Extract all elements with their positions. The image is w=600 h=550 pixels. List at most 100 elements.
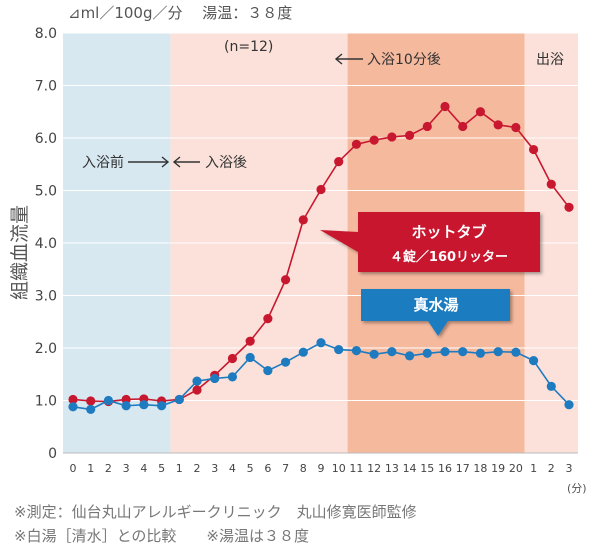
x-tick-label: 4 <box>140 462 147 475</box>
y-tick-label: 7.0 <box>35 79 57 95</box>
data-point <box>369 349 379 359</box>
data-point <box>156 401 167 411</box>
x-axis-unit: (分) <box>567 482 587 495</box>
x-tick-label: 10 <box>332 462 346 475</box>
y-tick-label: 2.0 <box>35 341 57 357</box>
data-point <box>245 336 255 346</box>
x-tick-label: 3 <box>123 462 130 475</box>
y-tick-label: 4.0 <box>35 236 57 252</box>
x-tick-label: 16 <box>438 462 452 475</box>
data-point <box>458 347 468 357</box>
callout-plain-water <box>361 289 510 336</box>
x-tick-label: 9 <box>318 462 325 475</box>
footnote-comparison: ※白湯［清水］との比較 ※湯温は３８度 <box>14 527 309 545</box>
data-point <box>227 353 238 364</box>
data-point <box>511 122 521 133</box>
data-point <box>387 132 397 142</box>
data-point <box>546 179 556 189</box>
arrow-left-after-10min <box>334 53 363 65</box>
data-point <box>121 394 131 405</box>
x-tick-label: 11 <box>349 462 363 475</box>
data-point <box>139 400 149 410</box>
data-point <box>387 347 397 357</box>
data-point <box>546 381 556 391</box>
x-tick-label: 2 <box>548 462 555 475</box>
phase-label-before: 入浴前 <box>82 154 124 171</box>
data-point <box>440 347 450 357</box>
x-tick-label: 8 <box>300 462 307 475</box>
data-point <box>68 402 78 412</box>
x-tick-label: 18 <box>473 462 487 475</box>
x-tick-label: 19 <box>491 462 505 475</box>
y-axis-label: 組織血流量 <box>9 205 31 300</box>
y-tick-label: 6.0 <box>35 131 57 147</box>
y-tick-label: 1.0 <box>35 394 57 410</box>
data-point <box>334 157 344 167</box>
phase-label-exit: 出浴 <box>536 52 564 68</box>
x-tick-label: 17 <box>456 462 470 475</box>
x-tick-label: 12 <box>367 462 381 475</box>
y-tick-label: 8.0 <box>35 26 57 42</box>
x-tick-label: 1 <box>176 462 183 475</box>
phase-label-after-10min: 入浴10分後 <box>367 52 441 68</box>
x-tick-label: 1 <box>87 462 94 475</box>
data-point <box>564 400 574 410</box>
data-point <box>369 135 379 145</box>
data-point <box>440 101 450 112</box>
x-tick-label: 7 <box>282 462 289 475</box>
x-tick-label: 0 <box>70 462 77 475</box>
data-point <box>493 120 503 130</box>
data-point <box>493 347 503 357</box>
y-tick-label: 3.0 <box>35 289 57 305</box>
x-tick-label: 4 <box>229 462 236 475</box>
data-point <box>263 365 273 376</box>
data-point <box>511 347 521 357</box>
data-point <box>564 202 574 212</box>
x-tick-label: 3 <box>566 462 573 475</box>
data-point <box>210 373 220 384</box>
data-point <box>458 121 468 132</box>
series-1 <box>68 338 574 415</box>
data-point <box>245 352 255 363</box>
data-point <box>86 396 96 406</box>
data-point <box>528 144 539 155</box>
header-note: ⊿ml／100g／分 湯温：３８度 <box>68 4 292 22</box>
data-point <box>263 314 273 324</box>
y-tick-label: 0 <box>48 446 57 462</box>
data-point <box>351 139 362 149</box>
x-tick-label: 6 <box>264 462 271 475</box>
data-point <box>475 107 486 117</box>
data-point <box>422 348 432 358</box>
x-tick-label: 1 <box>530 462 537 475</box>
x-tick-label: 13 <box>385 462 399 475</box>
data-point <box>103 395 114 406</box>
data-point <box>86 404 96 415</box>
x-axis-ticks: 0 1 2 3 4 5 1 2 3 4 5 6 7 8 9 10 11 12 13 14 15 16 17 18 19 20 1 2 3 <box>70 462 573 475</box>
x-tick-label: 2 <box>105 462 112 475</box>
callout-hottub <box>320 212 540 272</box>
series-group <box>68 101 574 415</box>
data-point <box>334 344 344 355</box>
data-point <box>298 347 308 357</box>
footnote-measurement: ※測定：仙台丸山アレルギークリニック 丸山修寛医師監修 <box>14 503 417 521</box>
data-point <box>316 338 326 348</box>
x-tick-label: 5 <box>247 462 254 475</box>
data-point <box>280 357 291 367</box>
data-point <box>351 346 362 356</box>
callout-hottub-title: ホットタブ <box>411 223 486 241</box>
y-axis-ticks: 0 1.0 2.0 3.0 4.0 5.0 6.0 7.0 8.0 <box>35 26 57 462</box>
data-point <box>192 385 202 395</box>
arrow-left-after <box>172 156 200 168</box>
data-point <box>227 372 238 382</box>
data-point <box>475 348 486 358</box>
y-tick-label: 5.0 <box>35 184 57 200</box>
data-point <box>121 401 131 411</box>
arrow-right-before <box>128 156 170 168</box>
sample-size-label: (n=12) <box>224 39 273 55</box>
data-point <box>528 356 539 366</box>
callout-hottub-sub: ４錠／160リッター <box>390 249 508 265</box>
data-point <box>298 215 308 225</box>
x-tick-label: 2 <box>194 462 201 475</box>
